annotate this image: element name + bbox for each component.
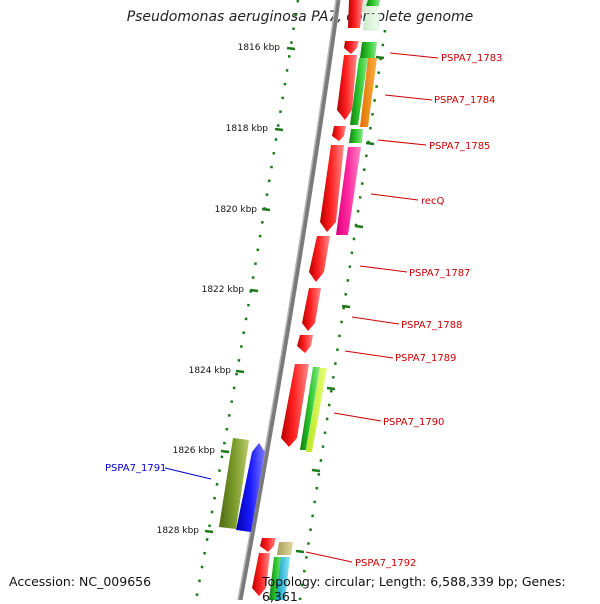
gene-feature [302,288,321,331]
outer-tick-track [298,29,387,600]
scale-label: 1826 kbp [173,446,216,456]
gene-feature [360,42,377,58]
gene-feature [320,145,344,232]
inner-tick-track [194,0,300,600]
scale-label: 1824 kbp [189,366,232,376]
gene-feature [281,364,309,447]
reverse-genes [219,438,265,532]
gene-label: PSPA7_1789 [395,353,456,364]
gene-feature [362,13,381,31]
gene-feature [309,236,330,282]
gene-label: PSPA7_1783 [441,53,502,64]
gene-feature [306,368,327,452]
gene-feature [236,443,265,532]
genome-backbone [237,0,341,600]
scale-ticks [204,46,296,534]
scale-label: 1816 kbp [238,43,281,53]
gene-label: PSPA7_1784 [434,95,495,106]
gene-feature [276,557,290,600]
gene-feature [297,335,313,353]
scale-label: 1828 kbp [157,526,200,536]
gene-feature [252,553,270,596]
gene-feature [277,542,293,555]
gene-label: PSPA7_1792 [355,558,416,569]
gene-label: PSPA7_1788 [401,320,462,331]
gene-feature [360,58,377,127]
gene-feature [350,58,368,125]
gene-feature [366,0,380,6]
gene-feature [260,538,276,552]
label-leaders [164,52,439,563]
outer-scale-ticks [295,55,385,554]
scale-label: 1818 kbp [226,124,269,134]
gene-feature [348,0,363,28]
gene-label: PSPA7_1790 [383,417,444,428]
gene-label: PSPA7_1787 [409,268,470,279]
gene-feature [332,126,346,141]
gene-label: PSPA7_1785 [429,141,490,152]
accession-text: Accession: NC_009656 [9,574,152,589]
gene-label: recQ [421,196,445,207]
gene-feature [337,55,357,120]
gene-label: PSPA7_1791 [105,463,166,474]
map-title: Pseudomonas aeruginosa PA7, complete gen… [126,9,474,25]
gene-feature [300,367,320,450]
gene-feature [219,438,249,529]
gene-feature [344,41,359,54]
forward-genes [252,0,381,600]
scale-label: 1820 kbp [215,205,258,215]
gene-feature [336,147,361,235]
gene-feature [269,557,283,600]
scale-label: 1822 kbp [202,285,245,295]
gene-feature [349,129,363,143]
